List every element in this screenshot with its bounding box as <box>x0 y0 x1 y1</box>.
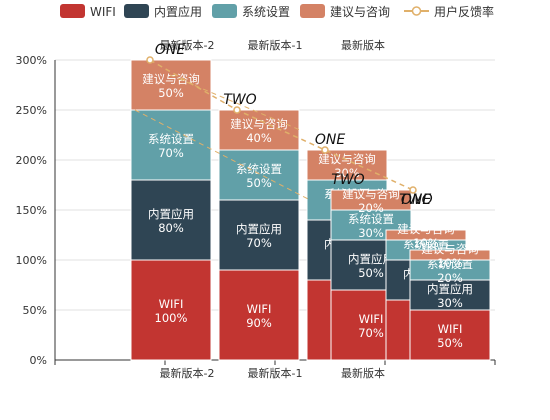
bar-segment <box>130 259 212 361</box>
legend-label: 用户反馈率 <box>434 4 494 19</box>
x-category-label: 最新版本-1 <box>248 366 303 380</box>
segment-value-label: 50% <box>358 266 384 280</box>
line-point <box>409 186 417 194</box>
legend-swatch <box>300 4 325 18</box>
bar-segment <box>385 229 467 241</box>
bar-segment <box>218 109 300 151</box>
segment-series-label: 内置应用 <box>236 222 282 236</box>
segment-series-label: 建议与咨询 <box>318 152 376 166</box>
bar-segment <box>130 109 212 181</box>
segment-series-label: 建议与咨询 <box>342 187 400 201</box>
guide-line <box>134 109 311 201</box>
segment-series-label: WIFI <box>359 312 384 326</box>
legend: WIFI 内置应用 系统设置 建议与咨询 用户反馈率 <box>60 4 494 19</box>
x-category-label-top: 最新版本-2 <box>160 38 215 52</box>
segment-value-label: 10% <box>437 256 463 270</box>
segment-series-label: WIFI <box>247 302 272 316</box>
segment-value-label: 30% <box>334 166 360 180</box>
segment-series-label: 内置应用 <box>348 252 394 266</box>
segment-value-label: 70% <box>358 326 384 340</box>
segment-value-label: 50% <box>246 176 272 190</box>
segment-value-label: 30% <box>358 226 384 240</box>
line-point <box>146 56 154 64</box>
bar-segment <box>306 149 388 181</box>
stack-tag: TWO <box>331 172 364 188</box>
line-point <box>321 146 329 154</box>
segment-series-label: 建议与咨询 <box>142 72 200 86</box>
x-category-label-top: 最新版本 <box>341 38 385 52</box>
bar-segment <box>218 199 300 271</box>
line-point <box>233 106 241 114</box>
stack-tag: ONE <box>315 132 345 148</box>
y-tick-label: 200% <box>16 154 47 167</box>
x-category-label: 最新版本 <box>341 366 385 380</box>
bar-segment <box>409 249 491 261</box>
stack-tag: ONE <box>401 192 431 208</box>
guide-line <box>169 74 301 131</box>
y-tick-label: 300% <box>16 54 47 67</box>
y-tick-label: 0% <box>30 354 47 367</box>
x-category-label: 最新版本-2 <box>160 366 215 380</box>
stack-tag: ONE <box>155 42 185 58</box>
legend-swatch <box>124 4 149 18</box>
segment-series-label: 系统设置 <box>348 212 394 226</box>
stack-tag: TWO <box>399 192 432 208</box>
legend-label: 内置应用 <box>154 4 202 19</box>
segment-series-label: 内置应用 <box>148 207 194 221</box>
segment-value-label: 50% <box>437 336 463 350</box>
stack-tag: TWO <box>223 92 256 108</box>
segment-value-label: 40% <box>246 131 272 145</box>
segment-value-label: 10% <box>413 236 439 250</box>
legend-swatch <box>60 4 85 18</box>
segment-series-label: 系统设置 <box>148 132 194 146</box>
segment-value-label: 100% <box>155 311 188 325</box>
bar-segment <box>218 269 300 361</box>
segment-series-label: WIFI <box>159 297 184 311</box>
y-tick-label: 50% <box>23 304 47 317</box>
bars: WIFI100%内置应用80%系统设置70%建议与咨询50%ONEWIFI90%… <box>130 42 491 361</box>
line-series <box>134 56 417 201</box>
legend-swatch <box>212 4 237 18</box>
segment-series-label: 内置应用 <box>427 282 473 296</box>
legend-label: 建议与咨询 <box>330 4 390 19</box>
bar-segment <box>330 189 412 211</box>
legend-marker <box>411 6 422 16</box>
segment-value-label: 70% <box>158 146 184 160</box>
bar-segment <box>409 309 491 361</box>
y-tick-label: 150% <box>16 204 47 217</box>
segment-series-label: 建议与咨询 <box>230 117 288 131</box>
segment-series-label: 建议与咨询 <box>421 242 479 256</box>
segment-series-label: WIFI <box>438 322 463 336</box>
segment-value-label: 80% <box>158 221 184 235</box>
segment-value-label: 20% <box>358 201 384 215</box>
legend-label: WIFI <box>90 5 116 19</box>
feedback-line <box>149 59 414 191</box>
segment-value-label: 30% <box>437 296 463 310</box>
legend-label: 系统设置 <box>242 5 290 19</box>
x-category-label-top: 最新版本-1 <box>248 38 303 52</box>
bar-segment <box>130 59 212 111</box>
segment-value-label: 70% <box>246 236 272 250</box>
segment-value-label: 20% <box>437 271 463 285</box>
segment-value-label: 90% <box>246 316 272 330</box>
bar-segment <box>409 279 491 311</box>
segment-value-label: 50% <box>158 86 184 100</box>
segment-series-label: 建议与咨询 <box>397 222 455 236</box>
y-tick-label: 250% <box>16 104 47 117</box>
segment-series-label: 系统设置 <box>236 162 282 176</box>
y-tick-label: 100% <box>16 254 47 267</box>
